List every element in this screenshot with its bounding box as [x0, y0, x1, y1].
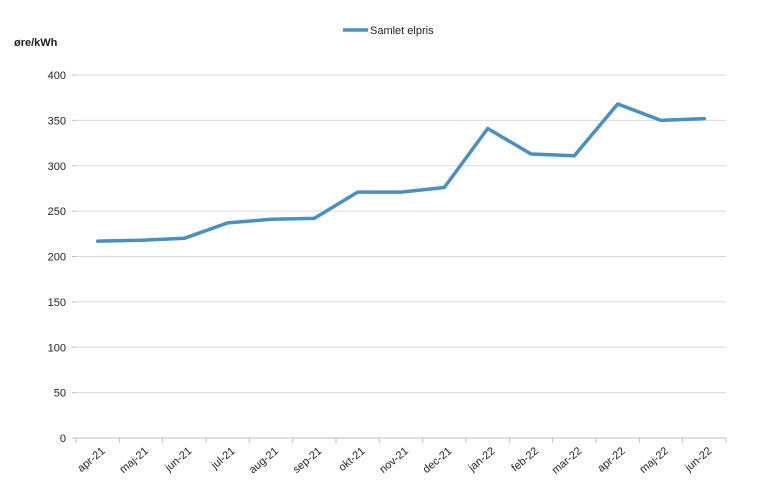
- x-tick-label-apr-22: apr-22: [596, 445, 628, 475]
- y-axis-label: øre/kWh: [14, 37, 58, 49]
- legend-label-samlet-elpris: Samlet elpris: [370, 25, 434, 37]
- y-tick-label-50: 50: [54, 388, 66, 400]
- y-tick-label-300: 300: [48, 161, 66, 173]
- y-tick-label-350: 350: [48, 115, 66, 127]
- x-tick-label-dec-21: dec-21: [421, 445, 454, 476]
- x-tick-label-okt-21: okt-21: [336, 445, 367, 474]
- x-tick-label-mar-22: mar-22: [550, 445, 584, 477]
- series-lines: [95, 102, 707, 243]
- y-tick-label-400: 400: [48, 70, 66, 82]
- x-tick-labels: apr-21 maj-21 jun-21 jul-21 aug-21 sep-21 okt-…: [76, 445, 715, 477]
- series-line-samlet-elpris: [95, 102, 707, 243]
- y-tick-labels: 0 50 100 150 200 250 300 350 400: [48, 70, 66, 445]
- y-tick-label-250: 250: [48, 206, 66, 218]
- x-tick-label-maj-22: maj-22: [637, 445, 670, 476]
- x-tick-label-nov-21: nov-21: [377, 445, 410, 476]
- gridlines: [76, 74, 726, 394]
- x-tick-label-apr-21: apr-21: [76, 445, 108, 475]
- y-tick-label-0: 0: [60, 433, 66, 445]
- x-tick-label-jun-22: jun-22: [682, 445, 714, 474]
- x-tick-label-jul-21: jul-21: [209, 445, 238, 472]
- y-tick-label-200: 200: [48, 252, 66, 264]
- y-tick-label-150: 150: [48, 297, 66, 309]
- y-tick-label-100: 100: [48, 342, 66, 354]
- x-tick-label-jan-22: jan-22: [466, 445, 498, 474]
- x-tick-label-feb-22: feb-22: [509, 445, 541, 474]
- legend: Samlet elpris: [343, 25, 434, 37]
- x-tick-label-jun-21: jun-21: [162, 445, 194, 474]
- x-tick-label-aug-21: aug-21: [247, 445, 281, 476]
- axes: [72, 74, 727, 443]
- x-tick-label-maj-21: maj-21: [117, 445, 150, 476]
- x-tick-label-sep-21: sep-21: [291, 445, 324, 476]
